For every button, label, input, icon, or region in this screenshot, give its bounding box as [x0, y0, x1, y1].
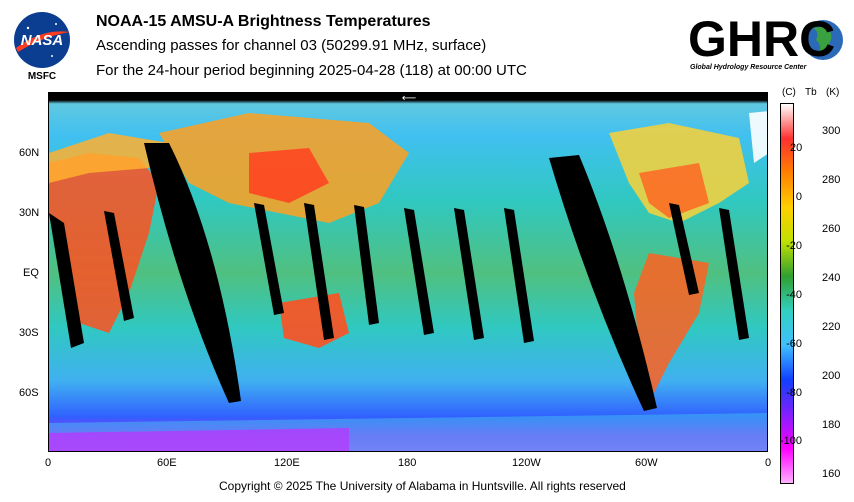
- orbit-direction-arrow: ⟵: [402, 93, 416, 104]
- lon-label-60w: 60W: [635, 457, 658, 469]
- page-title: NOAA-15 AMSU-A Brightness Temperatures: [96, 13, 431, 30]
- colorbar-c-tick: -40: [786, 289, 802, 301]
- colorbar-k-tick: 220: [822, 321, 841, 333]
- lon-label-60e: 60E: [157, 457, 177, 469]
- lat-label-60s: 60S: [19, 387, 39, 399]
- ghrc-logo: GHRC Global Hydrology Resource Center: [688, 8, 848, 76]
- lon-label-120w: 120W: [512, 457, 541, 469]
- colorbar-k-tick: 180: [822, 419, 841, 431]
- colorbar-unit-tb: Tb: [805, 87, 817, 98]
- colorbar-k-tick: 160: [822, 468, 841, 480]
- lat-label-60n: 60N: [19, 147, 40, 159]
- land-asia: [159, 113, 409, 223]
- svg-text:NASA: NASA: [21, 32, 64, 49]
- lon-label-0-right: 0: [765, 457, 772, 469]
- colorbar-k-tick: 280: [822, 174, 841, 186]
- lon-label-120e: 120E: [274, 457, 300, 469]
- lat-label-eq: EQ: [23, 267, 39, 279]
- land-europe-africa: [49, 133, 169, 333]
- colorbar-k-tick: 260: [822, 223, 841, 235]
- colorbar-c-tick: 0: [795, 191, 802, 203]
- globe-icon: GHRC: [688, 11, 843, 67]
- colorbar-k-tick: 200: [822, 370, 841, 382]
- nasa-meatball-icon: NASA: [14, 12, 70, 68]
- colorbar: [780, 103, 794, 484]
- colorbar-c-tick: -80: [786, 387, 802, 399]
- period-description: For the 24-hour period beginning 2025-04…: [96, 62, 527, 79]
- channel-description: Ascending passes for channel 03 (50299.9…: [96, 37, 487, 54]
- colorbar-k-tick: 300: [822, 125, 841, 137]
- map-graphic: ⟵: [49, 93, 767, 451]
- msfc-label: MSFC: [27, 71, 57, 82]
- lat-label-30n: 30N: [19, 207, 40, 219]
- land-north-america: [609, 123, 749, 223]
- brightness-temperature-map: ⟵: [48, 92, 768, 452]
- copyright-notice: Copyright © 2025 The University of Alaba…: [219, 479, 626, 493]
- colorbar-c-tick: 20: [790, 142, 803, 154]
- colorbar-unit-k: (K): [826, 87, 840, 98]
- land-greenland: [749, 111, 767, 163]
- lat-label-30s: 30S: [19, 327, 39, 339]
- colorbar-unit-c: (C): [782, 87, 796, 98]
- colorbar-c-tick: -60: [786, 338, 802, 350]
- ghrc-subtitle: Global Hydrology Resource Center: [690, 64, 807, 71]
- lon-label-180: 180: [398, 457, 417, 469]
- nasa-logo: NASA MSFC: [12, 10, 72, 82]
- lon-label-0: 0: [45, 457, 52, 469]
- colorbar-c-tick: -100: [779, 435, 802, 447]
- land-antarctica: [49, 413, 767, 451]
- data-gap-swaths: [49, 143, 749, 411]
- colorbar-k-tick: 240: [822, 272, 841, 284]
- colorbar-c-tick: -20: [786, 240, 802, 252]
- svg-text:GHRC: GHRC: [688, 11, 835, 67]
